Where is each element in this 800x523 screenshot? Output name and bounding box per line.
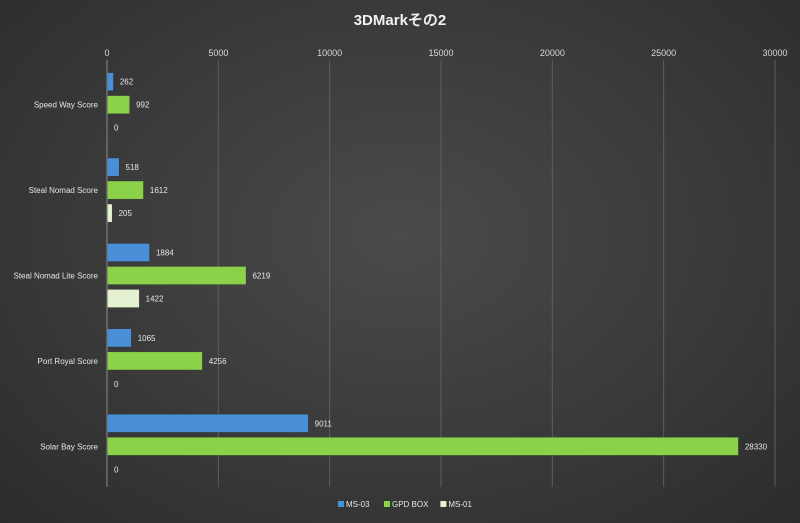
bar bbox=[107, 72, 114, 91]
chart-title: 3DMarkその2 bbox=[354, 12, 447, 29]
data-label: 4256 bbox=[209, 357, 227, 366]
bars bbox=[107, 72, 739, 456]
bar bbox=[107, 266, 247, 285]
bar bbox=[107, 157, 120, 177]
bar bbox=[107, 414, 309, 433]
x-tick-label: 0 bbox=[104, 48, 109, 58]
data-label: 1884 bbox=[156, 249, 174, 258]
bar bbox=[107, 351, 203, 371]
legend-swatch bbox=[440, 501, 447, 507]
bar bbox=[107, 243, 150, 262]
legend-entry: MS-03 bbox=[346, 500, 370, 509]
x-tick-label: 10000 bbox=[317, 48, 342, 58]
legend-entry: MS-01 bbox=[448, 500, 472, 509]
x-tick-label: 5000 bbox=[208, 48, 228, 58]
category-label: Steal Nomad Score bbox=[29, 186, 99, 195]
bar bbox=[107, 95, 130, 114]
data-label: 6219 bbox=[252, 272, 270, 281]
x-axis-ticks: 0 5000 10000 15000 20000 25000 30000 bbox=[104, 48, 787, 58]
legend-swatch bbox=[338, 501, 344, 507]
data-label: 1422 bbox=[146, 295, 164, 304]
legend: MS-03 GPD BOX MS-01 bbox=[338, 500, 473, 509]
data-label: 9011 bbox=[315, 419, 333, 428]
x-tick-label: 30000 bbox=[762, 48, 787, 58]
bar bbox=[107, 289, 140, 308]
category-label: Solar Bay Score bbox=[40, 442, 98, 451]
category-label: Speed Way Score bbox=[34, 101, 99, 110]
data-label: 28330 bbox=[745, 442, 768, 451]
data-label: 205 bbox=[119, 209, 133, 218]
data-label: 518 bbox=[126, 163, 140, 172]
data-label: 1065 bbox=[138, 334, 156, 343]
data-label: 1612 bbox=[150, 186, 168, 195]
data-label: 0 bbox=[114, 380, 119, 389]
bar bbox=[107, 328, 132, 348]
category-label: Steal Nomad Lite Score bbox=[14, 272, 99, 281]
gridlines bbox=[106, 60, 776, 487]
x-tick-label: 25000 bbox=[651, 48, 676, 58]
data-label: 992 bbox=[136, 101, 150, 110]
data-labels: 262 992 0 518 1612 205 1884 6219 1422 1065 4256 0 90… bbox=[114, 78, 768, 475]
x-tick-label: 20000 bbox=[540, 48, 565, 58]
data-label: 0 bbox=[114, 465, 119, 474]
legend-swatch bbox=[384, 501, 390, 507]
category-labels: Speed Way Score Steal Nomad Score Steal No… bbox=[14, 101, 99, 452]
data-label: 0 bbox=[114, 124, 119, 133]
bar bbox=[107, 180, 144, 200]
category-label: Port Royal Score bbox=[38, 357, 99, 366]
bar bbox=[107, 437, 739, 456]
data-label: 262 bbox=[120, 78, 134, 87]
legend-entry: GPD BOX bbox=[392, 500, 429, 509]
bar bbox=[107, 203, 113, 223]
x-tick-label: 15000 bbox=[428, 48, 453, 58]
